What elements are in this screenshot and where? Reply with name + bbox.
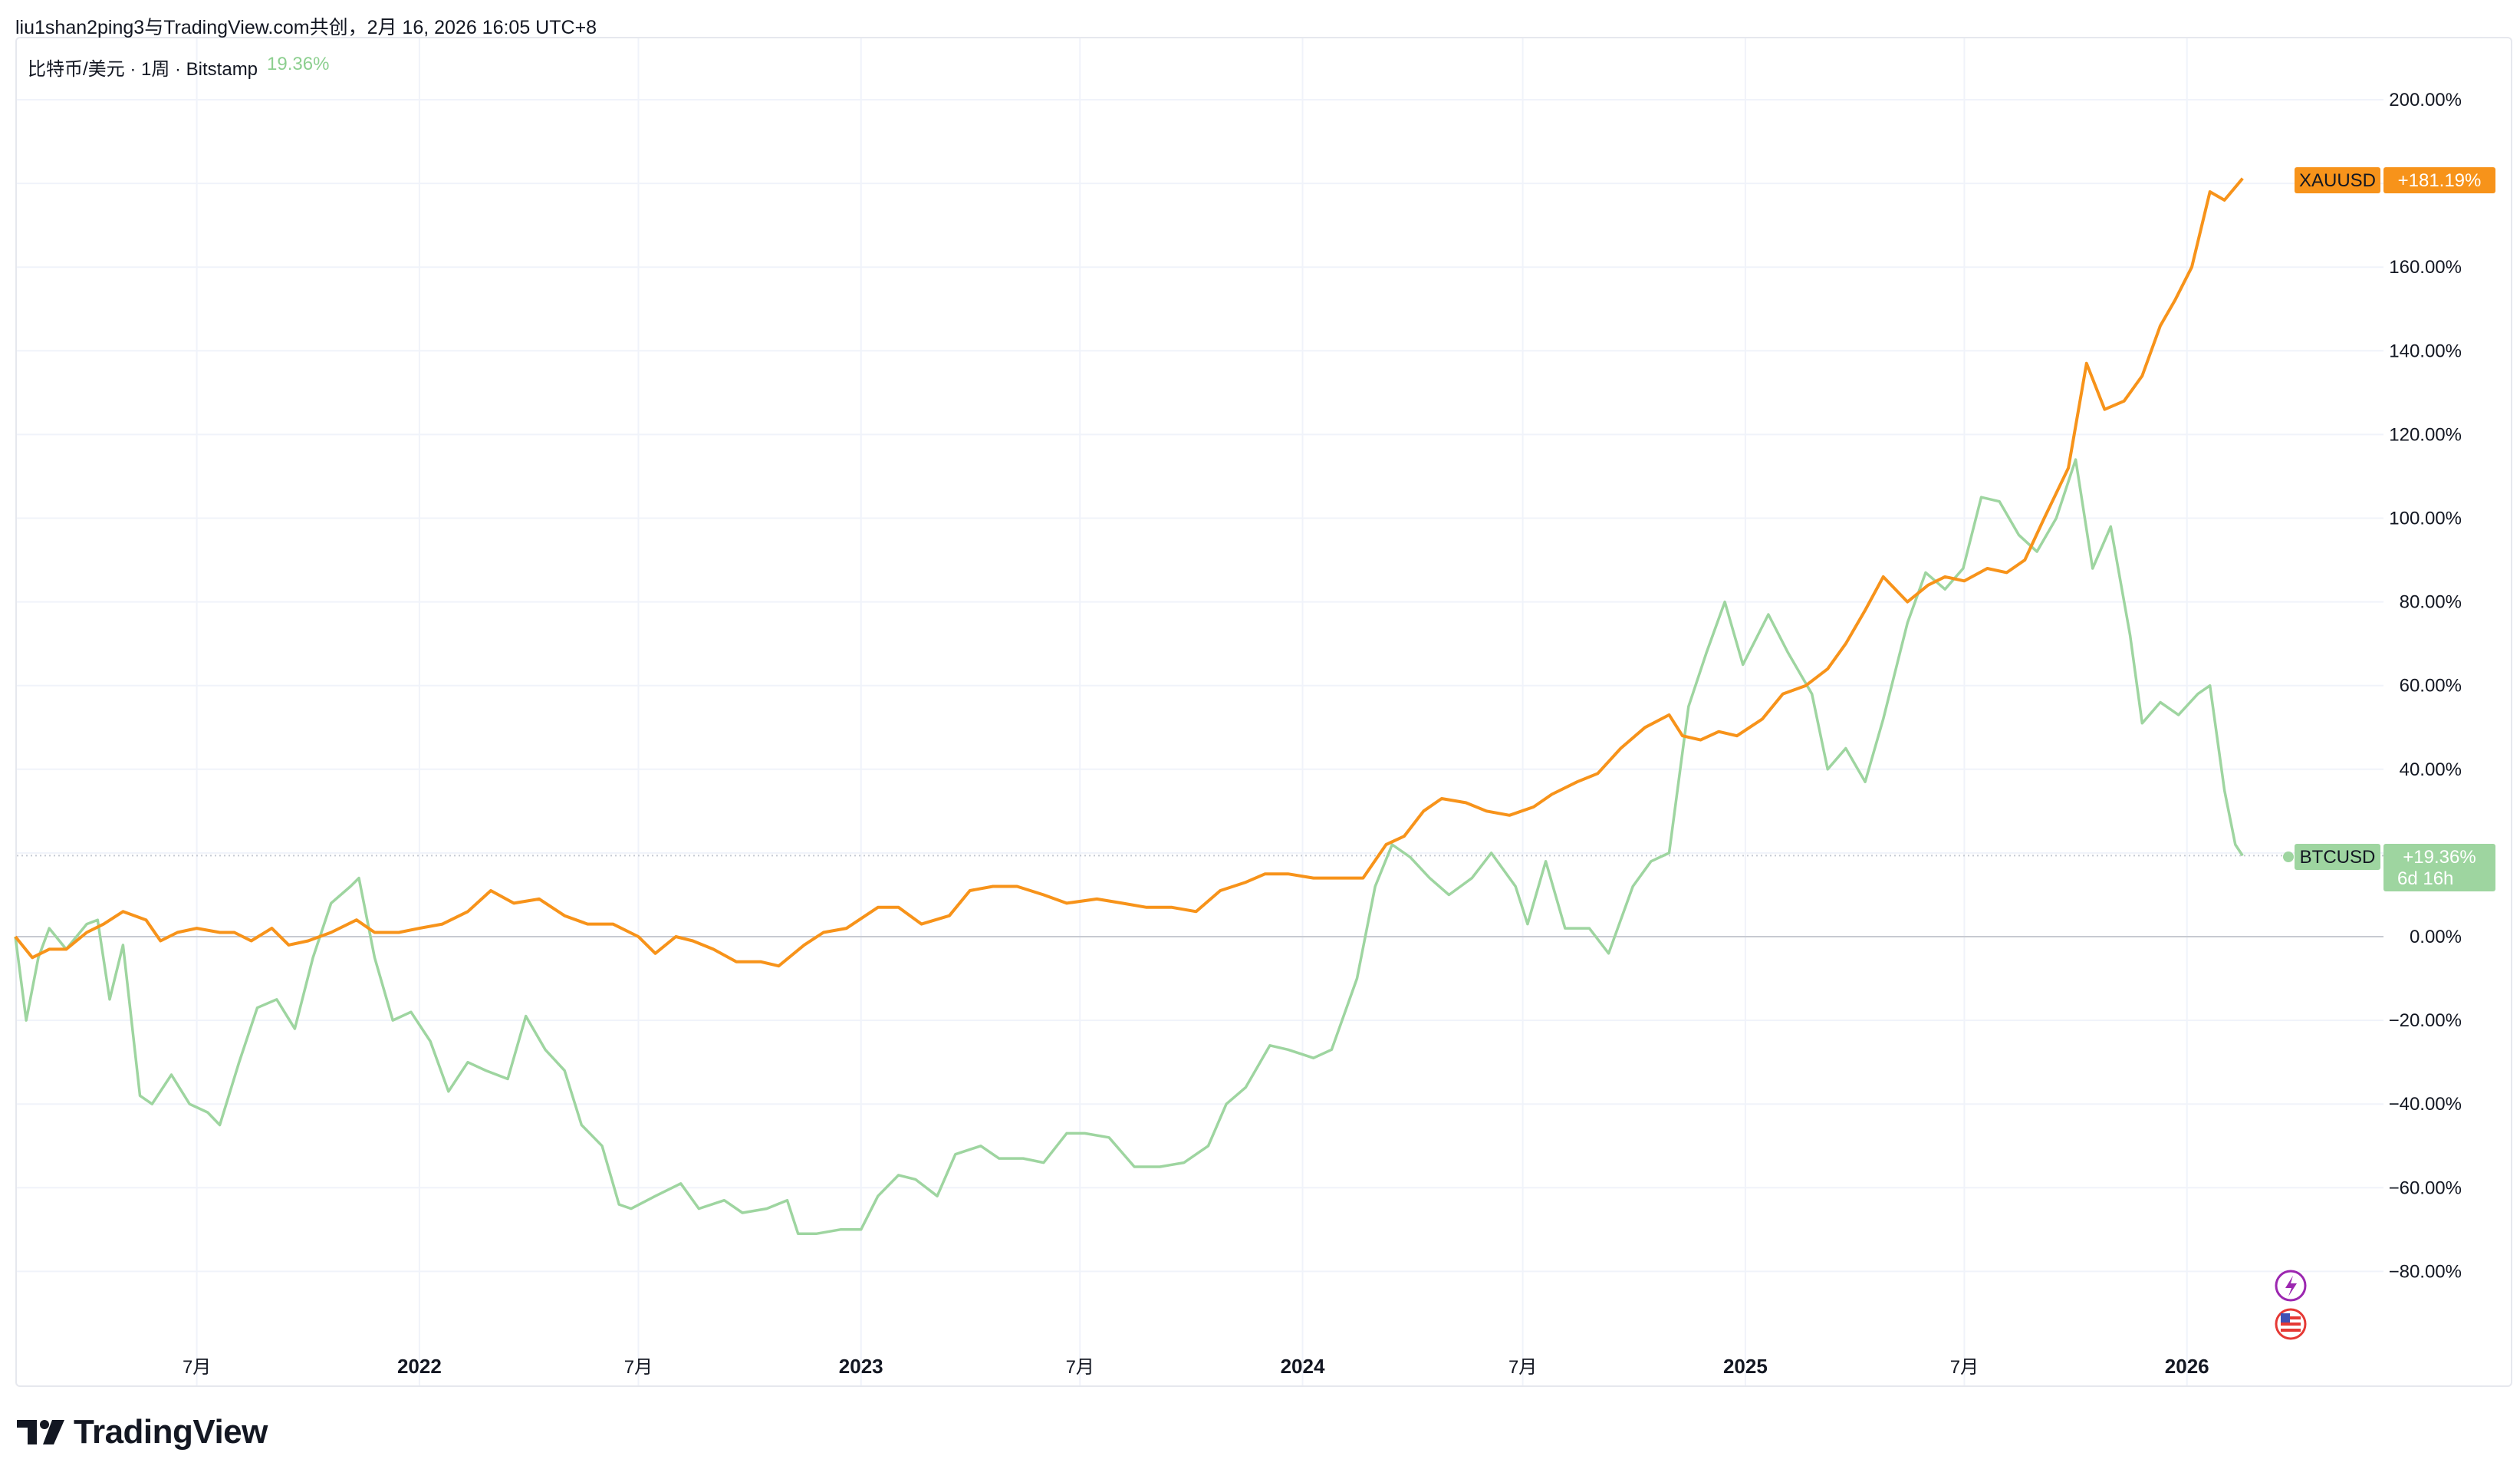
x-tick-label: 7月 <box>1066 1357 1094 1378</box>
x-tick-label: 7月 <box>624 1357 653 1378</box>
y-tick-label: −40.00% <box>2389 1094 2462 1115</box>
x-tick-label: 7月 <box>183 1357 211 1378</box>
btcusd-badge-name-bg <box>2295 844 2380 870</box>
grid-lines <box>17 38 2383 1385</box>
chart-header: liu1shan2ping3与TradingView.com共创，2月 16, … <box>15 17 597 38</box>
y-tick-label: 160.00% <box>2389 257 2462 278</box>
tradingview-logo-text: TradingView <box>74 1413 268 1451</box>
x-tick-label: 2024 <box>1281 1355 1325 1378</box>
y-tick-label: 40.00% <box>2400 759 2462 780</box>
x-tick-label: 7月 <box>1950 1357 1979 1378</box>
series-lines <box>14 177 2244 1236</box>
legend-symbol: 比特币/美元 · 1周 · Bitstamp <box>28 59 258 80</box>
xauusd-badge[interactable]: XAUUSD +181.19% <box>2295 167 2495 193</box>
xauusd-badge-name: XAUUSD <box>2299 170 2376 191</box>
us-flag-icon[interactable] <box>2275 1308 2307 1340</box>
btcusd-badge-name: BTCUSD <box>2300 847 2376 868</box>
xauusd-badge-value-bg <box>2383 167 2495 193</box>
y-tick-label: −60.00% <box>2389 1178 2462 1198</box>
btcusd-badge-value-bg <box>2383 844 2495 891</box>
lightning-icon[interactable] <box>2275 1270 2307 1302</box>
y-tick-label: 120.00% <box>2389 424 2462 445</box>
y-tick-label: −20.00% <box>2389 1010 2462 1031</box>
xauusd-badge-value: +181.19% <box>2398 170 2482 191</box>
tradingview-logo[interactable]: TradingView <box>17 1413 268 1451</box>
x-tick-label: 2025 <box>1723 1355 1768 1378</box>
x-tick-label: 2022 <box>397 1355 442 1378</box>
series-line-btcusd <box>14 458 2244 1236</box>
chart-pane <box>15 37 2512 1387</box>
btcusd-countdown: 6d 16h <box>2397 868 2453 889</box>
x-axis-labels: 7月 2022 7月 2023 7月 2024 7月 2025 7月 2026 <box>183 1355 2209 1378</box>
y-tick-label: 80.00% <box>2400 592 2462 613</box>
legend-change: 19.36% <box>267 54 330 74</box>
y-tick-label: 0.00% <box>2410 927 2462 947</box>
btcusd-badge[interactable]: BTCUSD +19.36% 6d 16h <box>2283 844 2495 891</box>
y-axis-labels: 200.00%180.00%160.00%140.00%120.00%100.0… <box>2389 90 2462 1282</box>
tradingview-logo-icon <box>17 1420 64 1444</box>
btcusd-badge-value: +19.36% <box>2403 847 2476 868</box>
chart-legend[interactable]: 比特币/美元 · 1周 · Bitstamp 19.36% <box>28 54 329 81</box>
y-tick-label: 100.00% <box>2389 509 2462 529</box>
series-line-xauusd <box>14 177 2244 968</box>
x-tick-label: 7月 <box>1508 1357 1537 1378</box>
x-tick-label: 2023 <box>839 1355 883 1378</box>
xauusd-badge-name-bg <box>2295 167 2380 193</box>
y-tick-label: −80.00% <box>2389 1261 2462 1282</box>
y-tick-label: 60.00% <box>2400 676 2462 697</box>
y-tick-label: 200.00% <box>2389 90 2462 110</box>
btc-last-point <box>2283 851 2294 862</box>
x-tick-label: 2026 <box>2165 1355 2209 1378</box>
y-tick-label: 140.00% <box>2389 341 2462 361</box>
